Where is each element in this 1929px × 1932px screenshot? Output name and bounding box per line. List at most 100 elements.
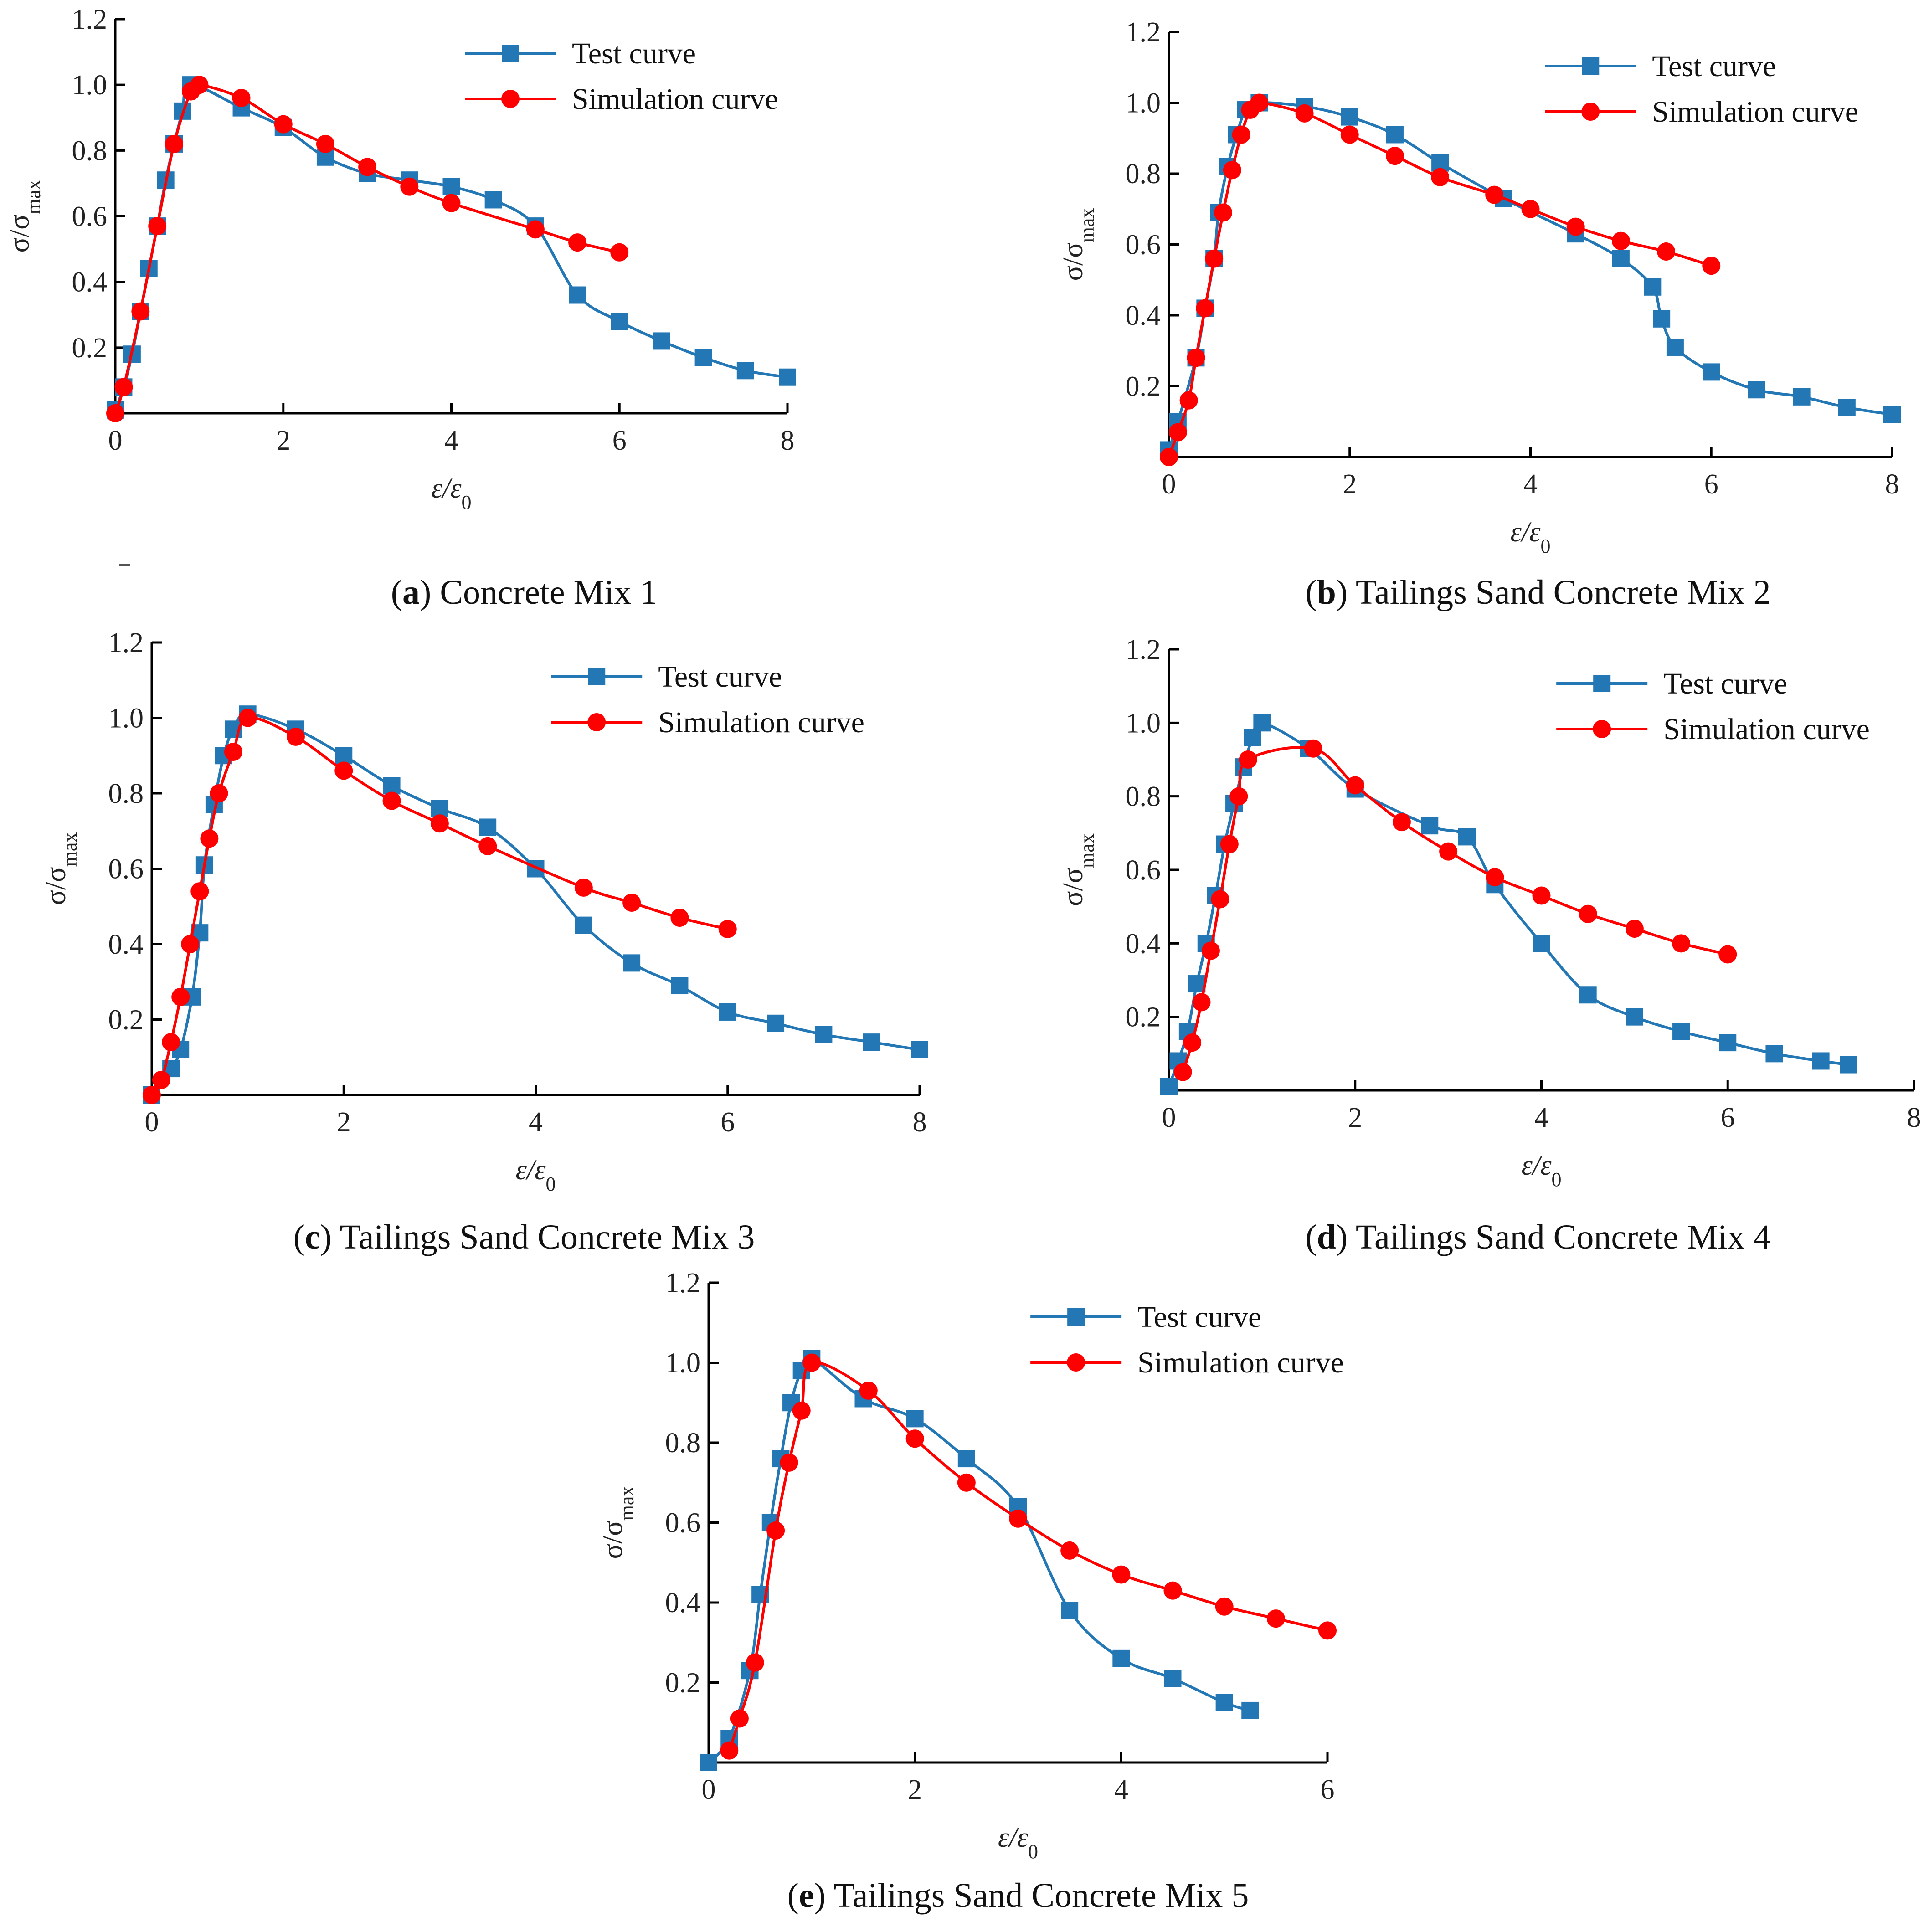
y-tick-label: 0.4 (665, 1588, 701, 1619)
simulation-point (1431, 168, 1450, 186)
simulation-point (1702, 257, 1721, 275)
simulation-point (1173, 1063, 1192, 1081)
simulation-point (165, 134, 184, 153)
simulation-point (1192, 993, 1211, 1012)
simulation-point (238, 709, 257, 727)
simulation-point (859, 1381, 878, 1400)
test-point (1112, 1649, 1130, 1667)
x-tick-label: 8 (781, 425, 795, 456)
y-tick-label: 0.6 (72, 201, 108, 232)
y-tick-label: 0.4 (1126, 928, 1161, 959)
simulation-point (1385, 147, 1404, 165)
x-tick-label: 0 (702, 1774, 716, 1805)
simulation-point (1163, 1581, 1182, 1600)
legend-marker-square (1582, 57, 1600, 75)
simulation-point (190, 882, 209, 901)
simulation-point (274, 115, 293, 134)
panel-caption: (d) Tailings Sand Concrete Mix 4 (1305, 1218, 1770, 1256)
test-point (1653, 310, 1671, 328)
x-tick-label: 4 (529, 1107, 543, 1138)
simulation-point (148, 217, 167, 236)
legend-marker-circle (1593, 720, 1611, 738)
simulation-point (1346, 776, 1364, 795)
x-tick-label: 8 (1907, 1102, 1921, 1133)
test-point (1793, 388, 1811, 406)
chart-panel-d: 0 2 4 6 8 0.2 0.4 0.6 0.8 1.0 1.2 ε/ε0 σ/σmax Test cu… (1058, 634, 1921, 1256)
simulation-point (1223, 161, 1241, 180)
y-tick-label: 0.2 (665, 1668, 701, 1699)
y-tick-label: 0.8 (108, 778, 144, 809)
y-axis-label: σ/σmax (597, 1486, 638, 1559)
test-point (694, 349, 712, 366)
legend-label: Test curve (1137, 1300, 1261, 1334)
chart-panel-a: 0 2 4 6 8 0.2 0.4 0.6 0.8 1.0 1.2 ε/ε0 σ/σmax Test cu… (4, 4, 796, 611)
simulation-point (210, 784, 228, 802)
legend-marker-circle (587, 713, 606, 731)
simulation-point (1183, 1033, 1202, 1052)
y-tick-label: 1.0 (1126, 88, 1161, 119)
test-point (736, 362, 754, 380)
test-point (1061, 1602, 1079, 1619)
simulation-point (670, 909, 689, 927)
test-point (957, 1450, 975, 1468)
simulation-point (400, 177, 419, 196)
test-point (671, 977, 689, 995)
test-point (1840, 1056, 1857, 1074)
test-point (335, 747, 353, 765)
x-tick-label: 2 (337, 1107, 351, 1138)
simulation-point (1566, 217, 1585, 236)
legend-label: Simulation curve (658, 706, 864, 739)
legend-marker-square (1067, 1308, 1085, 1326)
test-point (1719, 1034, 1737, 1052)
simulation-point (1239, 750, 1257, 769)
y-tick-label: 0.6 (1126, 230, 1161, 261)
legend-marker-circle (501, 90, 520, 108)
test-point (1164, 1670, 1182, 1687)
test-point (1244, 729, 1261, 746)
simulation-point (152, 1070, 171, 1089)
simulation-point (746, 1653, 764, 1672)
y-tick-label: 0.8 (1126, 781, 1161, 812)
simulation-point (1672, 934, 1691, 953)
legend-marker-circle (1581, 103, 1600, 121)
y-tick-label: 1.0 (108, 703, 144, 734)
legend-label: Simulation curve (572, 82, 778, 116)
test-point (1612, 250, 1630, 267)
y-tick-label: 0.4 (108, 929, 144, 960)
simulation-point (957, 1473, 976, 1492)
test-point (653, 332, 670, 350)
x-tick-label: 4 (1534, 1102, 1548, 1133)
simulation-point (1187, 349, 1205, 367)
simulation-point (720, 1741, 739, 1760)
legend-label: Simulation curve (1652, 95, 1858, 128)
simulation-point (718, 920, 737, 938)
test-point (1160, 1078, 1178, 1095)
simulation-point (1486, 868, 1504, 887)
simulation-point (1179, 391, 1198, 410)
test-point (479, 818, 497, 836)
simulation-point (316, 134, 334, 153)
simulation-point (190, 76, 209, 94)
test-point (1812, 1052, 1830, 1070)
x-axis-label: ε/ε0 (515, 1155, 556, 1195)
simulation-point (622, 893, 641, 912)
simulation-point (568, 233, 587, 252)
simulation-point (1229, 787, 1248, 806)
simulation-point (1304, 739, 1322, 758)
y-tick-label: 0.4 (72, 267, 108, 298)
test-point (1341, 108, 1358, 126)
simulation-point (1232, 125, 1250, 144)
y-tick-label: 1.0 (665, 1348, 701, 1379)
x-tick-label: 6 (1704, 469, 1718, 500)
simulation-point (171, 987, 190, 1006)
x-axis-label: ε/ε0 (1510, 517, 1550, 557)
legend-label: Simulation curve (1137, 1346, 1344, 1379)
simulation-point (905, 1429, 924, 1448)
test-point (1838, 399, 1856, 416)
test-point (779, 368, 796, 386)
simulation-point (1250, 93, 1269, 112)
test-point (1703, 363, 1720, 381)
simulation-point (232, 89, 251, 107)
test-point (815, 1026, 833, 1043)
x-tick-label: 6 (720, 1107, 735, 1138)
